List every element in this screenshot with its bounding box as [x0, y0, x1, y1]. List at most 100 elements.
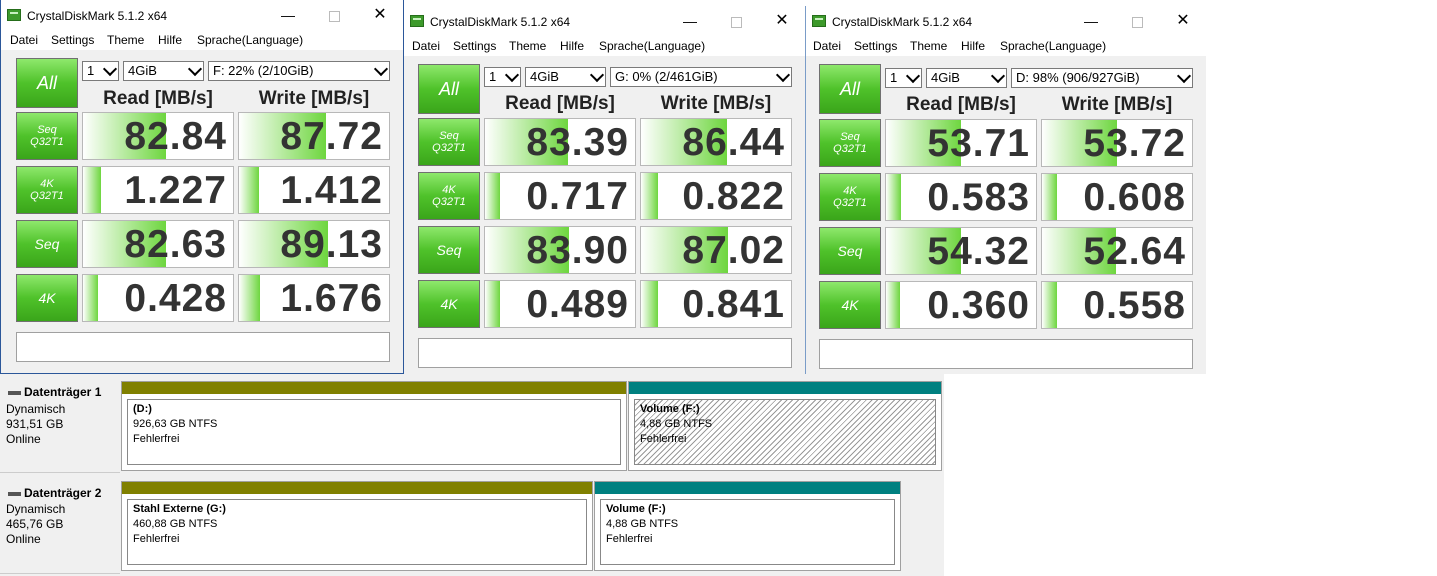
disk-size: 465,76 GB	[6, 517, 64, 531]
size-select[interactable]: 4GiB	[926, 68, 1007, 88]
menu-settings[interactable]: Settings	[51, 33, 95, 47]
test-button-1[interactable]: 4K Q32T1	[819, 173, 881, 221]
disk-size: 931,51 GB	[6, 417, 64, 431]
close-button[interactable]: ✕	[1176, 12, 1190, 29]
test-label: Seq	[840, 131, 860, 143]
read-progress-bar	[886, 120, 961, 166]
partition-name: Volume (F:)	[640, 403, 700, 415]
partition-name: Stahl Externe (G:)	[133, 503, 226, 515]
all-button[interactable]: All	[418, 64, 480, 114]
test-label: Seq	[37, 124, 57, 136]
drive-select[interactable]: F: 22% (2/10GiB)	[208, 61, 390, 81]
read-result-cell: 0.428	[82, 274, 234, 322]
title-bar[interactable]: CrystalDiskMark 5.1.2 x64 — ✕	[1, 0, 403, 30]
size-select[interactable]: 4GiB	[123, 61, 204, 81]
menu-datei[interactable]: Datei	[813, 39, 842, 53]
write-progress-bar	[641, 227, 728, 273]
disk-status: Online	[6, 532, 41, 546]
menu-theme[interactable]: Theme	[910, 39, 948, 53]
read-progress-bar	[485, 281, 500, 327]
menu-hilfe[interactable]: Hilfe	[560, 39, 585, 53]
test-sublabel: Q32T1	[30, 190, 64, 202]
write-value: 0.558	[1083, 284, 1186, 327]
count-select[interactable]: 1	[484, 67, 521, 87]
test-label: Seq	[837, 243, 863, 259]
comment-field[interactable]	[16, 332, 390, 362]
minimize-button[interactable]: —	[1084, 13, 1098, 29]
title-bar[interactable]: CrystalDiskMark 5.1.2 x64 — ✕	[404, 6, 805, 36]
test-button-2[interactable]: Seq	[16, 220, 78, 268]
close-button[interactable]: ✕	[775, 12, 789, 29]
partition-d[interactable]: (D:) 926,63 GB NTFS Fehlerfrei	[121, 381, 627, 471]
write-progress-bar	[1042, 282, 1057, 328]
write-result-cell: 1.676	[238, 274, 390, 322]
all-button[interactable]: All	[16, 58, 78, 108]
write-progress-bar	[1042, 120, 1117, 166]
minimize-button[interactable]: —	[281, 7, 295, 23]
window-title: CrystalDiskMark 5.1.2 x64	[832, 15, 973, 29]
test-button-3[interactable]: 4K	[16, 274, 78, 322]
title-bar[interactable]: CrystalDiskMark 5.1.2 x64 — ✕	[806, 6, 1206, 36]
partition-g[interactable]: Stahl Externe (G:) 460,88 GB NTFS Fehler…	[121, 481, 593, 571]
disk-2-label[interactable]: Datenträger 2 Dynamisch 465,76 GB Online	[0, 475, 120, 574]
minimize-button[interactable]: —	[683, 13, 697, 29]
test-button-0[interactable]: Seq Q32T1	[16, 112, 78, 160]
comment-field[interactable]	[418, 338, 792, 368]
read-result-cell: 54.32	[885, 227, 1037, 275]
test-button-0[interactable]: Seq Q32T1	[418, 118, 480, 166]
test-button-1[interactable]: 4K Q32T1	[16, 166, 78, 214]
drive-select[interactable]: D: 98% (906/927GiB)	[1011, 68, 1193, 88]
partition-color-bar	[629, 382, 941, 394]
menu-language[interactable]: Sprache(Language)	[599, 39, 706, 53]
drive-value: G: 0% (2/461GiB)	[615, 69, 718, 84]
read-header: Read [MB/s]	[505, 93, 615, 114]
disk-status: Online	[6, 432, 41, 446]
chevron-down-icon	[905, 68, 921, 84]
test-sublabel: Q32T1	[432, 196, 466, 208]
size-value: 4GiB	[530, 69, 559, 84]
menu-theme[interactable]: Theme	[107, 33, 145, 47]
write-result-cell: 87.02	[640, 226, 792, 274]
write-progress-bar	[1042, 228, 1116, 274]
test-button-3[interactable]: 4K	[819, 281, 881, 329]
read-value: 1.227	[124, 169, 227, 212]
drive-select[interactable]: G: 0% (2/461GiB)	[610, 67, 792, 87]
close-button[interactable]: ✕	[373, 6, 387, 23]
read-progress-bar	[485, 227, 569, 273]
partition-color-bar	[595, 482, 900, 494]
read-result-cell: 0.360	[885, 281, 1037, 329]
read-value: 0.717	[526, 175, 629, 218]
menu-settings[interactable]: Settings	[854, 39, 898, 53]
menu-theme[interactable]: Theme	[509, 39, 547, 53]
test-button-2[interactable]: Seq	[819, 227, 881, 275]
test-sublabel: Q32T1	[30, 136, 64, 148]
window-title: CrystalDiskMark 5.1.2 x64	[430, 15, 571, 29]
disk-1-label[interactable]: Datenträger 1 Dynamisch 931,51 GB Online	[0, 374, 120, 473]
read-result-cell: 82.63	[82, 220, 234, 268]
write-value: 89.13	[280, 223, 383, 266]
comment-field[interactable]	[819, 339, 1193, 369]
size-select[interactable]: 4GiB	[525, 67, 606, 87]
menu-hilfe[interactable]: Hilfe	[961, 39, 986, 53]
test-button-2[interactable]: Seq	[418, 226, 480, 274]
write-value: 52.64	[1083, 230, 1186, 273]
partition-f-disk2[interactable]: Volume (F:) 4,88 GB NTFS Fehlerfrei	[594, 481, 901, 571]
read-header: Read [MB/s]	[103, 88, 213, 109]
count-select[interactable]: 1	[82, 61, 119, 81]
read-result-cell: 0.489	[484, 280, 636, 328]
menu-language[interactable]: Sprache(Language)	[197, 33, 304, 47]
menu-settings[interactable]: Settings	[453, 39, 497, 53]
test-button-3[interactable]: 4K	[418, 280, 480, 328]
menu-datei[interactable]: Datei	[412, 39, 441, 53]
disk-name: Datenträger 2	[8, 486, 101, 500]
test-button-0[interactable]: Seq Q32T1	[819, 119, 881, 167]
test-button-1[interactable]: 4K Q32T1	[418, 172, 480, 220]
menu-language[interactable]: Sprache(Language)	[1000, 39, 1107, 53]
menu-hilfe[interactable]: Hilfe	[158, 33, 183, 47]
write-header: Write [MB/s]	[258, 88, 370, 109]
all-button[interactable]: All	[819, 64, 881, 114]
partition-f-disk1[interactable]: Volume (F:) 4,88 GB NTFS Fehlerfrei	[628, 381, 942, 471]
write-result-cell: 0.841	[640, 280, 792, 328]
menu-datei[interactable]: Datei	[10, 33, 39, 47]
count-select[interactable]: 1	[885, 68, 922, 88]
